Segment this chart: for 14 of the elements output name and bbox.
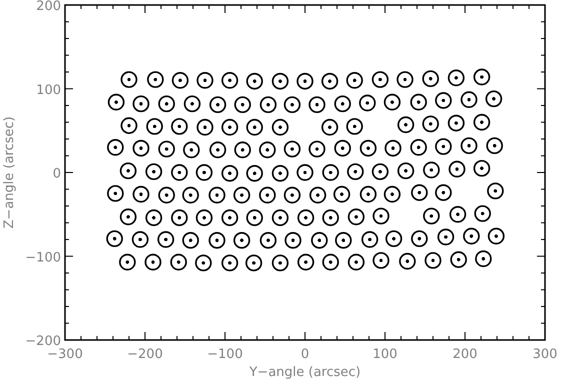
y-tick-label: 100 (36, 82, 61, 98)
x-tick-label: 0 (300, 347, 310, 362)
y-tick-label: −100 (25, 250, 61, 266)
x-tick-label: 100 (372, 347, 398, 362)
x-tick-label: −300 (47, 347, 83, 362)
x-tick-label: 200 (452, 347, 478, 362)
x-axis-title: Y−angle (arcsec) (248, 365, 361, 380)
x-tick-label: 300 (532, 347, 558, 362)
x-tick-label: −200 (127, 347, 163, 362)
x-tick-label: −100 (207, 347, 243, 362)
y-axis-title: Z−angle (arcsec) (2, 116, 17, 229)
y-tick-label: 0 (52, 166, 61, 182)
y-tick-label: −200 (25, 334, 61, 349)
y-tick-label: 200 (36, 0, 61, 14)
